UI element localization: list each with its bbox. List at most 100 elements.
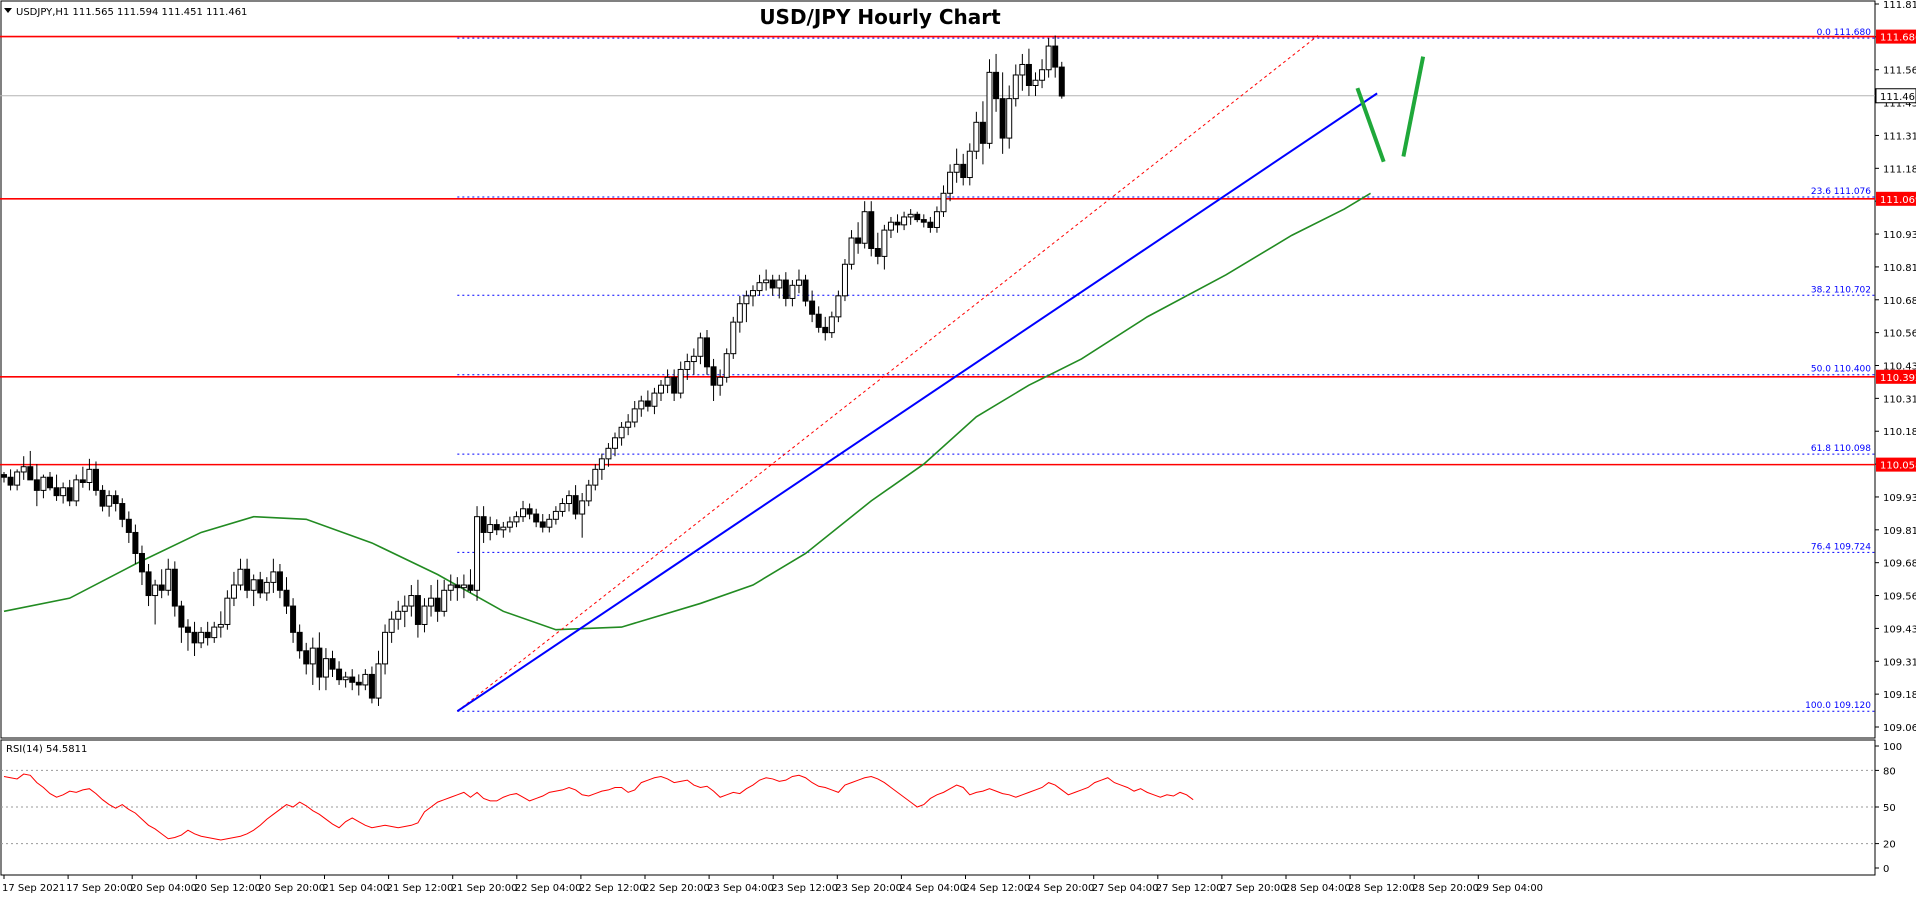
candle-body-bear (329, 658, 336, 670)
candle-body-bull (848, 237, 855, 265)
price-tick-label: 110.935 (1883, 230, 1916, 241)
candle (53, 474, 60, 501)
candle (927, 216, 934, 233)
candle (454, 577, 461, 601)
candle (309, 637, 316, 685)
candle (244, 558, 251, 599)
candle-body-bear (526, 508, 533, 515)
candle-body-bull (579, 500, 586, 515)
candle-body-bull (447, 584, 454, 591)
candle-body-bull (789, 284, 796, 299)
candle (841, 259, 848, 302)
candle (815, 306, 822, 333)
price-tick-label: 110.185 (1883, 427, 1916, 438)
candle-body-bear (644, 400, 651, 407)
candle (749, 285, 756, 307)
candle-body-bull (198, 631, 205, 644)
candle-body-bull (250, 579, 257, 591)
time-tick-label: 28 Sep 12:00 (1348, 883, 1415, 894)
fib-level-label: 100.0 109.120 (1805, 701, 1871, 711)
candle-body-bull (966, 150, 973, 179)
candle-body-bear (493, 524, 500, 531)
candle-body-bull (506, 521, 513, 528)
price-tick-label: 110.435 (1883, 362, 1916, 373)
candle-body-bull (618, 426, 625, 439)
candle-body-bull (487, 524, 494, 533)
candle-body-bull (322, 658, 329, 678)
candle (33, 464, 40, 507)
candle-body-bull (500, 526, 507, 531)
candle-body-bull (20, 466, 27, 473)
candle (526, 503, 533, 520)
time-tick-label: 24 Sep 04:00 (899, 883, 966, 894)
candle (966, 143, 973, 186)
candle (1039, 59, 1046, 89)
candle (684, 353, 691, 380)
candle (723, 348, 730, 383)
candle-body-bear (204, 631, 211, 639)
candle (861, 201, 868, 249)
candle (401, 595, 408, 628)
price-tick-label: 111.560 (1883, 66, 1916, 77)
candle-body-bull (474, 516, 481, 591)
candle (125, 511, 132, 543)
candle-body-bull (1039, 69, 1046, 81)
price-level-box (1876, 191, 1916, 206)
candle-body-bear (894, 221, 901, 226)
time-tick-label: 27 Sep 20:00 (1220, 883, 1287, 894)
candle (152, 579, 159, 625)
candle (868, 201, 875, 257)
candle (763, 269, 770, 291)
candle (257, 571, 264, 599)
candle-body-bear (303, 650, 310, 665)
candle (566, 490, 573, 512)
time-tick-label: 17 Sep 2021 (2, 883, 65, 894)
fib-level-label: 23.6 111.076 (1811, 187, 1871, 197)
candle (1032, 72, 1039, 97)
candle-body-bull (1032, 79, 1039, 87)
candle (355, 674, 362, 696)
candle-body-bear (355, 681, 362, 686)
trend-lines (456, 35, 1426, 713)
candle-body-bull (60, 487, 67, 497)
candle-body-bull (795, 279, 802, 286)
projection-up-stroke (1401, 56, 1426, 157)
candle-body-bull (86, 468, 93, 483)
candle (224, 590, 231, 630)
candle (375, 650, 382, 706)
candle (493, 519, 500, 536)
candle-body-bear (868, 211, 875, 250)
candle-body-bull (441, 589, 448, 612)
candle-body-bull (14, 471, 21, 486)
candle (1006, 85, 1013, 149)
candle-body-bear (539, 521, 546, 528)
candle-body-bear (480, 516, 487, 533)
candle-body-bull (776, 279, 783, 289)
candle-body-bear (710, 366, 717, 386)
chevron-down-icon[interactable] (4, 8, 12, 13)
candle (388, 611, 395, 643)
price-level-label: 111.069 (1880, 195, 1916, 206)
price-tick-label: 111.435 (1883, 99, 1916, 110)
candle (336, 661, 343, 685)
candle (644, 390, 651, 412)
price-level-label: 110.058 (1880, 461, 1916, 472)
candle (204, 621, 211, 646)
candle (158, 569, 165, 599)
candle (920, 214, 927, 228)
candle-body-bear (92, 468, 99, 491)
candle-body-bull (217, 623, 224, 628)
current-price-label: 111.461 (1880, 92, 1916, 103)
candle (40, 474, 47, 499)
fib-diagonal-line (457, 35, 1319, 712)
candle-body-bull (263, 581, 270, 594)
candle (612, 432, 619, 457)
candle (368, 666, 375, 704)
candle (408, 585, 415, 617)
candle (802, 274, 809, 307)
candle (480, 506, 487, 543)
candle-body-bull (638, 400, 645, 410)
time-tick-label: 28 Sep 20:00 (1412, 883, 1479, 894)
